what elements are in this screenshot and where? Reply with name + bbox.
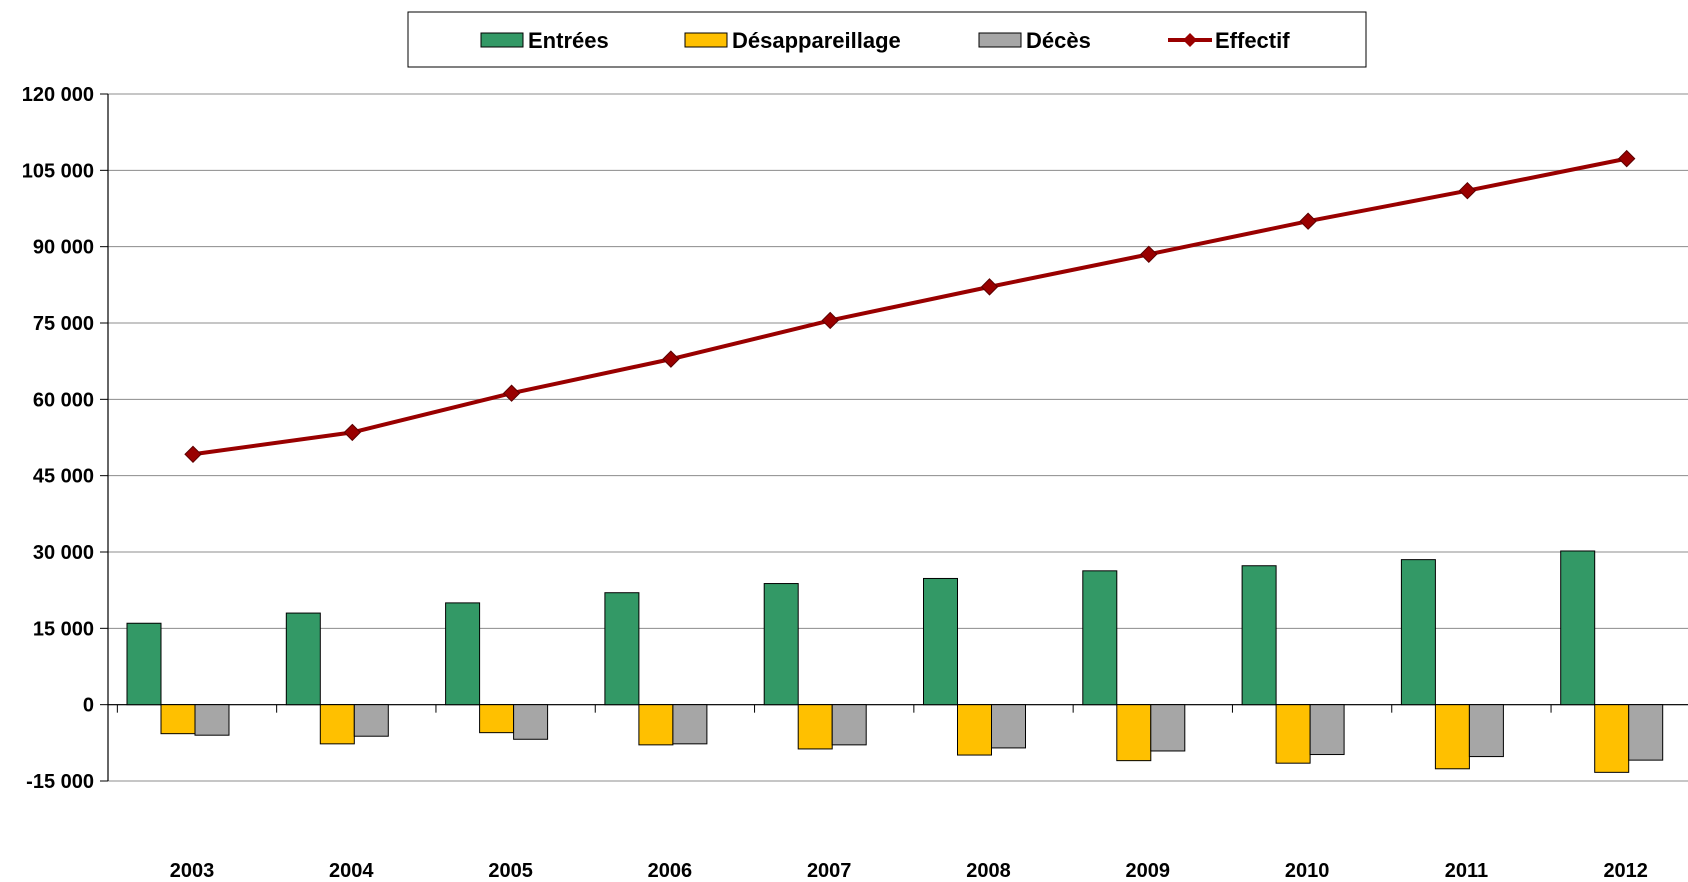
- effectif-line: [184, 149, 1636, 464]
- x-tick-label-2003: 2003: [170, 860, 215, 882]
- x-tick-label-2010: 2010: [1285, 860, 1330, 882]
- x-tick-label-2007: 2007: [807, 860, 852, 882]
- bar-entr-es-2006: [604, 592, 640, 706]
- y-tick-label: 105 000: [22, 160, 94, 182]
- bar-d-sappareillage-2003: [160, 704, 196, 735]
- bar-d-c-s-2009: [1150, 704, 1186, 752]
- y-tick-label: 90 000: [33, 237, 94, 259]
- bar-entr-es-2008: [923, 577, 958, 706]
- bar-d-c-s-2006: [672, 704, 708, 745]
- x-tick-label-2012: 2012: [1603, 860, 1648, 882]
- gridlines: [108, 93, 1688, 782]
- effectif-point-2003: [184, 445, 202, 464]
- bar-entr-es-2005: [445, 602, 481, 706]
- effectif-point-2007: [821, 311, 839, 330]
- bar-d-sappareillage-2006: [638, 704, 674, 746]
- bar-entr-es-2010: [1241, 565, 1277, 706]
- bar-d-sappareillage-2004: [319, 704, 355, 745]
- x-tick-label-2005: 2005: [488, 860, 533, 882]
- bar-d-sappareillage-2010: [1275, 704, 1311, 764]
- bar-entr-es-2007: [763, 583, 799, 706]
- bar-d-c-s-2004: [353, 704, 389, 737]
- effectif-point-2004: [343, 423, 362, 442]
- x-tick-label-2009: 2009: [1126, 860, 1171, 882]
- bar-entr-es-2012: [1560, 550, 1596, 706]
- bar-d-sappareillage-2012: [1594, 704, 1630, 773]
- legend-label-d-sappareillage: Désappareillage: [732, 28, 901, 53]
- x-tick-label-2011: 2011: [1445, 860, 1488, 882]
- bar-d-c-s-2007: [831, 704, 867, 746]
- y-tick-label: 15 000: [33, 618, 94, 640]
- effectif-point-2009: [1140, 245, 1158, 264]
- x-tick-label-2004: 2004: [329, 860, 374, 882]
- y-tick-label: 75 000: [33, 313, 94, 335]
- legend: Entrées Désappareillage Décès Effectif: [407, 11, 1367, 68]
- bar-d-sappareillage-2005: [479, 704, 515, 734]
- y-tick-labels: -15 000 0 15 000 30 000 45 000 60 000 75 000 90…: [22, 84, 94, 793]
- bar-entr-es-2003: [126, 622, 162, 706]
- legend-label-effectif: Effectif: [1215, 28, 1290, 53]
- bar-entr-es-2011: [1400, 559, 1436, 706]
- y-tick-label: 30 000: [33, 542, 94, 564]
- effectif-point-2010: [1299, 212, 1317, 230]
- y-tick-label: 120 000: [22, 84, 94, 106]
- x-tick-label-2008: 2008: [966, 860, 1011, 882]
- legend-label-d-c-s: Décès: [1026, 28, 1091, 53]
- effectif-point-2008: [980, 278, 999, 296]
- bar-d-sappareillage-2009: [1116, 704, 1152, 762]
- bar-d-sappareillage-2011: [1434, 704, 1470, 770]
- effectif-point-2012: [1617, 149, 1636, 168]
- effectif-point-2005: [502, 384, 521, 402]
- legend-marker-effectif: [1183, 33, 1197, 47]
- axes: [100, 93, 1688, 782]
- y-tick-label: 45 000: [33, 466, 94, 488]
- effectif-point-2011: [1458, 181, 1477, 200]
- legend-swatch-d-c-s: [978, 32, 1022, 48]
- legend-label-entr-es: Entrées: [528, 28, 609, 53]
- bar-d-c-s-2005: [513, 704, 549, 740]
- bars: [126, 550, 1664, 773]
- legend-swatch-entr-es: [480, 32, 524, 48]
- bar-entr-es-2004: [285, 612, 321, 706]
- bar-d-c-s-2003: [194, 704, 230, 736]
- bar-d-c-s-2012: [1628, 704, 1664, 761]
- effectif-point-2006: [662, 350, 680, 368]
- bar-d-c-s-2011: [1468, 704, 1504, 758]
- y-tick-label: -15 000: [26, 771, 94, 793]
- bar-d-sappareillage-2007: [797, 704, 833, 750]
- x-tick-labels: 2003 2004 2005 2006 2007 2008 2009 2010 2011 2012: [170, 860, 1648, 882]
- bar-d-c-s-2008: [991, 704, 1026, 749]
- bar-d-c-s-2010: [1309, 704, 1345, 756]
- bar-entr-es-2009: [1082, 570, 1118, 706]
- legend-swatch-d-sappareillage: [684, 32, 728, 48]
- y-tick-label: 60 000: [33, 389, 94, 411]
- y-tick-label: 0: [83, 695, 94, 717]
- effectif-polyline: [192, 156, 1628, 457]
- x-tick-label-2006: 2006: [648, 860, 693, 882]
- bar-d-sappareillage-2008: [957, 704, 992, 756]
